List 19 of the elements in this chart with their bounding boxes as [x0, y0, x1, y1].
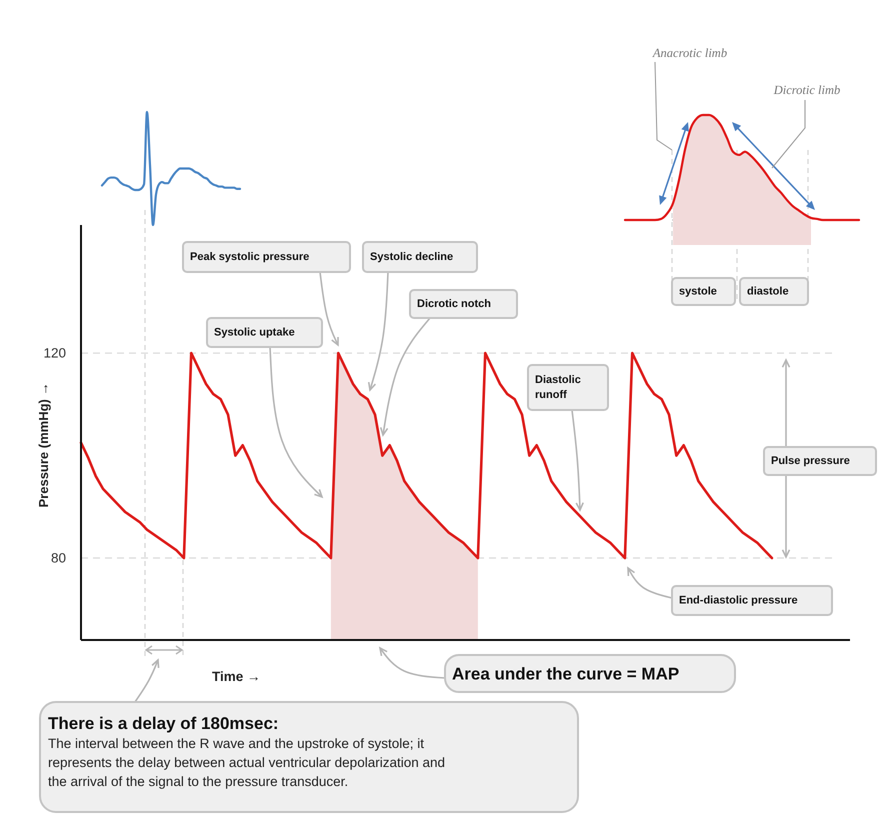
annotation: systole: [679, 286, 717, 298]
text: Anacrotic limb: [652, 46, 728, 60]
annotation: Systolic decline: [370, 251, 454, 263]
text: Area under the curve = MAP: [452, 664, 680, 683]
annotation: End-diastolic pressure: [679, 594, 798, 606]
annotation: Peak systolic pressure: [190, 251, 310, 263]
text: Dicrotic limb: [772, 83, 840, 97]
y-axis-title: Pressure (mmHg) →: [36, 382, 51, 508]
annotation: Dicrotic notch: [417, 298, 492, 310]
x-axis-title: Time →: [212, 669, 261, 684]
text: The interval between the R wave and the upstroke of systole; it represents the delay between actual ventricular depolarization and the arrival of the signal to the pressure transducer.: [48, 736, 445, 789]
y-tick-label: 120: [43, 346, 66, 361]
text: There is a delay of 180msec:: [48, 714, 279, 733]
y-tick-label: 80: [50, 550, 66, 566]
annotation: Diastolic runoff: [535, 374, 581, 402]
annotation: Pulse pressure: [771, 455, 850, 467]
line-series: [80, 352, 774, 560]
annotation: Systolic uptake: [214, 326, 295, 338]
annotation: diastole: [747, 286, 789, 298]
